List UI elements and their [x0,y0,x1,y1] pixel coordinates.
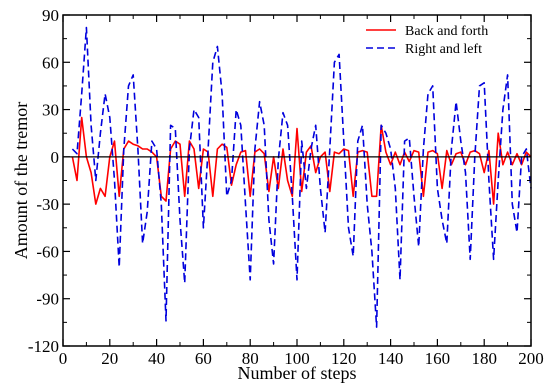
x-tick-label: 100 [284,349,310,368]
y-tick-label: -120 [28,337,59,356]
y-tick-label: 0 [51,148,60,167]
x-tick-label: 180 [471,349,497,368]
y-axis-label: Amount of the tremor [11,102,31,259]
y-tick-label: -90 [36,290,59,309]
y-tick-label: 30 [42,101,59,120]
y-tick-label: -60 [36,242,59,261]
y-tick-label: 60 [42,53,59,72]
x-tick-label: 200 [518,349,544,368]
plot-frame [62,14,532,347]
x-tick-label: 140 [378,349,404,368]
legend-label-right-and-left: Right and left [405,42,482,57]
legend-label-back-and-forth: Back and forth [405,24,488,39]
x-tick-label: 160 [425,349,451,368]
x-tick-label: 40 [148,349,165,368]
y-axis-ticks: -120 -90 -60 -30 0 30 60 90 [28,6,531,356]
plot-lines [71,26,532,328]
y-tick-label: 90 [42,6,59,25]
x-tick-label: 60 [195,349,212,368]
x-axis-label: Number of steps [238,363,357,383]
x-axis-ticks: 0 20 40 60 80 100 120 140 160 180 200 [59,15,544,368]
x-tick-label: 80 [242,349,259,368]
series-line-right-and-left [71,26,532,328]
x-tick-label: 20 [101,349,118,368]
x-tick-label: 120 [331,349,357,368]
y-tick-label: -30 [36,195,59,214]
legend: Back and forth Right and left [366,24,488,57]
x-tick-label: 0 [59,349,68,368]
